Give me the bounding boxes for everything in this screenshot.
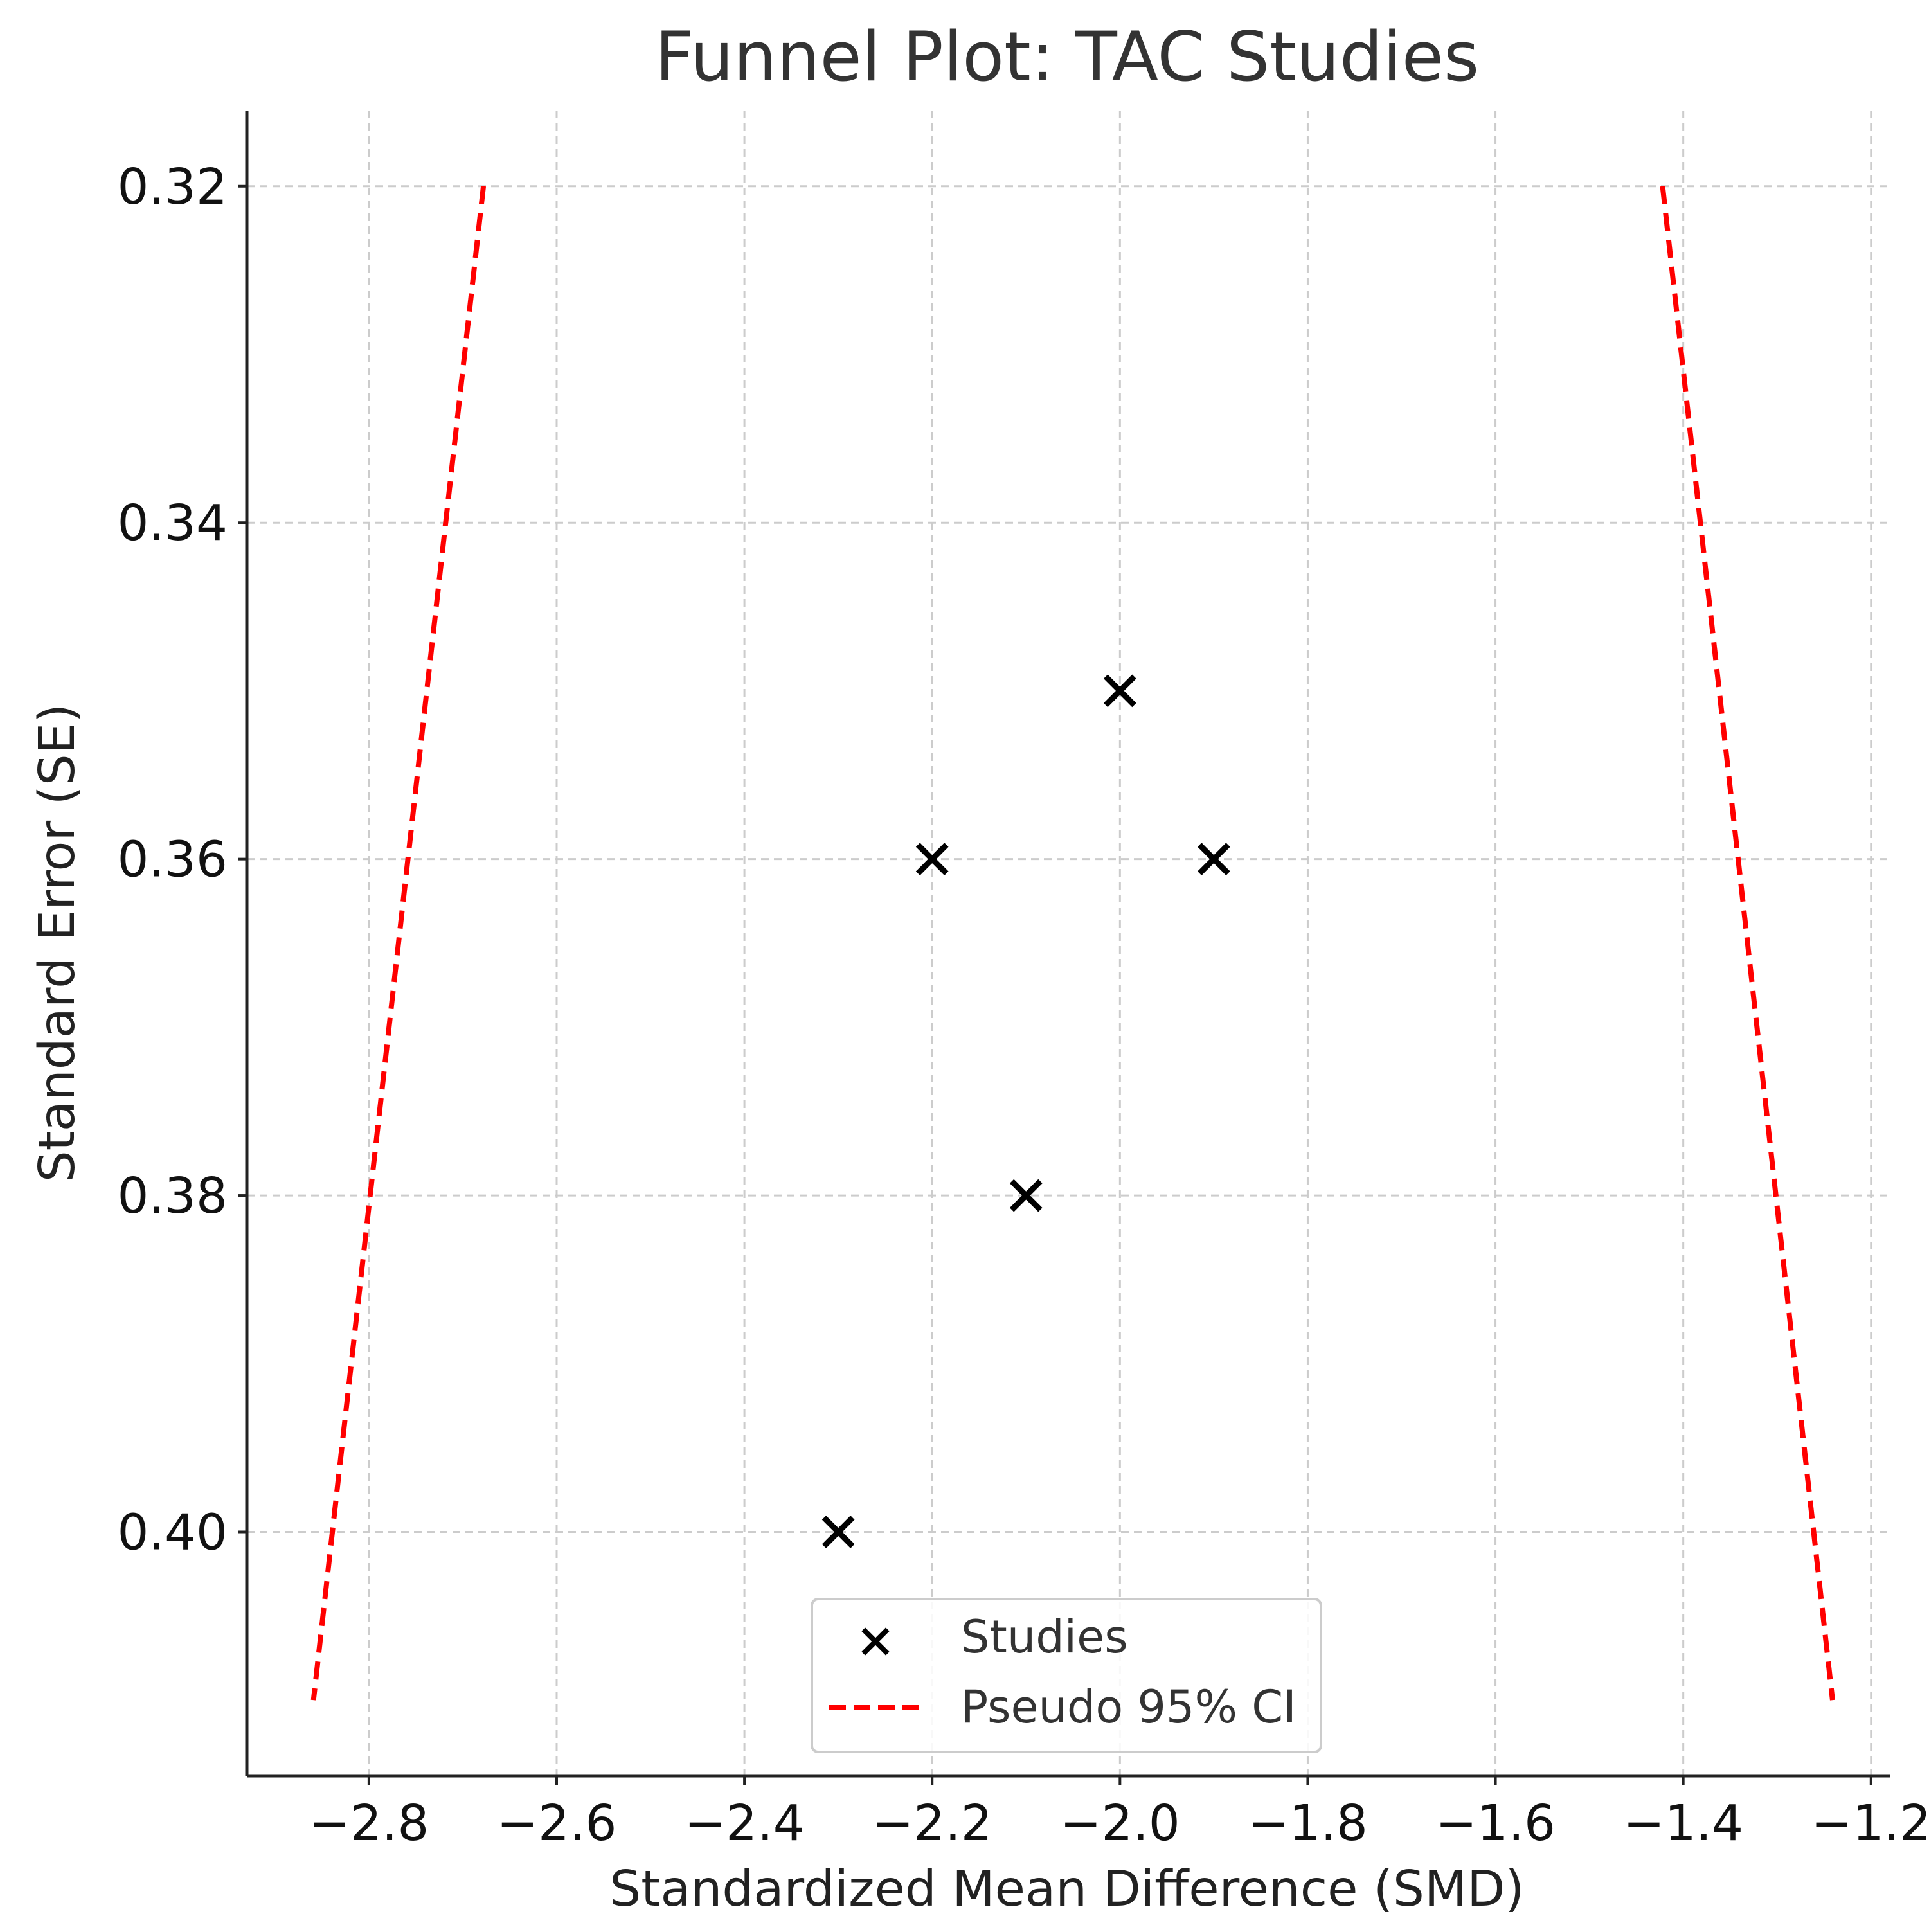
- y-tick-label: 0.36: [118, 832, 228, 889]
- x-tick-label: −2.4: [685, 1795, 805, 1852]
- study-point: [1103, 674, 1136, 708]
- x-axis-label: Standardized Mean Difference (SMD): [609, 1861, 1524, 1918]
- y-axis-label: Standard Error (SE): [29, 704, 86, 1183]
- x-tick-label: −1.8: [1248, 1795, 1368, 1852]
- x-tick-label: −1.4: [1623, 1795, 1743, 1852]
- y-tick-label: 0.40: [118, 1505, 228, 1562]
- ci-line-left: [310, 186, 487, 1701]
- x-tick-label: −2.0: [1060, 1795, 1180, 1852]
- y-tick-label: 0.34: [118, 495, 228, 552]
- ci-line-right: [1660, 186, 1835, 1701]
- legend-studies-marker: [861, 1627, 890, 1656]
- y-tick-label: 0.38: [118, 1168, 228, 1225]
- axes-layer: [245, 111, 1890, 1778]
- study-points-layer: [821, 674, 1230, 1548]
- study-point: [821, 1516, 855, 1548]
- x-tick-label: −2.8: [309, 1795, 429, 1852]
- legend-label-studies: Studies: [961, 1611, 1128, 1663]
- ci-lines-layer: [310, 186, 1835, 1701]
- legend-label-ci: Pseudo 95% CI: [961, 1681, 1296, 1733]
- chart-title: Funnel Plot: TAC Studies: [655, 17, 1479, 96]
- study-point: [1009, 1179, 1043, 1212]
- study-point: [1198, 843, 1230, 876]
- legend-frame: [811, 1598, 1322, 1753]
- study-point: [915, 843, 949, 876]
- x-tick-label: −1.6: [1435, 1795, 1556, 1852]
- x-ticks-layer: −2.8 −2.6 −2.4 −2.2 −2.0 −1.8 −1.6 −1.4 −1.2: [309, 1776, 1929, 1852]
- x-tick-label: −2.6: [496, 1795, 616, 1852]
- x-tick-label: −2.2: [872, 1795, 992, 1852]
- y-ticks-layer: 0.32 0.34 0.36 0.38 0.40: [118, 159, 247, 1562]
- legend: Studies Pseudo 95% CI: [811, 1598, 1322, 1753]
- y-tick-label: 0.32: [118, 159, 228, 216]
- x-tick-label: −1.2: [1811, 1795, 1929, 1852]
- grid-layer: [247, 111, 1890, 1776]
